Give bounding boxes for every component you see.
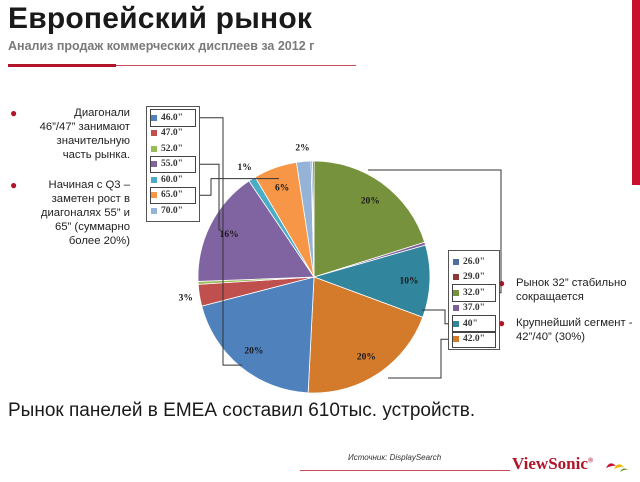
legend-swatch — [453, 336, 459, 343]
pie-slice-40 — [312, 244, 431, 318]
legend-item-29-0: 29.0" — [453, 270, 495, 286]
legend-label: 32.0" — [463, 287, 485, 298]
slice-label-40: 10% — [400, 277, 419, 287]
legend-swatch — [151, 145, 157, 152]
legend-label: 37.0" — [463, 303, 485, 314]
title-rule-accent — [8, 64, 116, 67]
legend-item-52-0: 52.0" — [151, 141, 195, 157]
legend-swatch — [151, 192, 157, 199]
title-rule — [116, 65, 356, 66]
viewsonic-logo: ViewSonic® — [512, 454, 593, 474]
legend-swatch — [453, 305, 459, 312]
legend-item-42-0: 42.0" — [452, 330, 496, 348]
legend-item-60-0: 60.0" — [151, 172, 195, 188]
pie-slice-55-0 — [197, 180, 315, 282]
legend-label: 60.0" — [161, 174, 183, 185]
right-notes: ● Рынок 32” стабильно сокращается ● Крупне… — [498, 276, 638, 356]
bullet-dot-icon: ● — [10, 178, 18, 192]
slice-label-46-0: 20% — [244, 347, 263, 357]
legend-left: 46.0" 47.0" 52.0" 55.0" 60.0" 65.0" 70.0" — [146, 106, 200, 222]
left-note-1: ● Диагонали 46”/47” занимают значительную… — [10, 106, 130, 162]
left-note-2: ● Начиная с Q3 – заметен рост в диагоналя… — [10, 178, 130, 248]
legend-label: 40" — [463, 318, 478, 329]
legend-swatch — [453, 320, 459, 327]
legend-item-40: 40" — [452, 315, 496, 333]
legend-swatch — [151, 161, 157, 168]
connector-55 — [195, 163, 221, 231]
legend-label: 46.0" — [161, 112, 183, 123]
legend-swatch — [151, 176, 157, 183]
legend-swatch — [453, 274, 459, 281]
market-summary: Рынок панелей в ЕМЕА составил 610тыс. ус… — [8, 400, 476, 421]
legend-swatch — [453, 289, 459, 296]
right-note-2: ● Крупнейший сегмент - 42”/40” (30%) — [498, 316, 638, 344]
legend-item-32-0: 32.0" — [452, 284, 496, 302]
connector-46 — [195, 117, 243, 366]
legend-swatch — [151, 114, 157, 121]
right-note-1: ● Рынок 32” стабильно сокращается — [498, 276, 638, 304]
footer-rule — [300, 470, 510, 471]
slice-label-32-0: 20% — [361, 196, 380, 206]
legend-item-46-0: 46.0" — [150, 109, 196, 127]
pie-slice-46-0 — [201, 276, 315, 394]
page-subtitle: Анализ продаж коммерческих дисплеев за 2… — [8, 39, 315, 53]
connector-65 — [195, 178, 279, 196]
pie-slice-29-0 — [312, 160, 315, 278]
slice-label-70-0: 2% — [295, 144, 309, 154]
legend-swatch — [453, 258, 459, 265]
right-note-1-text: Рынок 32” стабильно сокращается — [516, 277, 627, 303]
legend-swatch — [151, 130, 157, 137]
viewsonic-birds-icon — [606, 463, 628, 472]
logo-registered: ® — [587, 456, 594, 465]
bullet-dot-icon: ● — [10, 106, 18, 120]
legend-label: 55.0" — [161, 159, 183, 170]
bullet-dot-icon: ● — [498, 316, 506, 330]
slice-label-60-0: 1% — [237, 163, 251, 173]
legend-label: 70.0" — [161, 205, 183, 216]
left-notes: ● Диагонали 46”/47” занимают значительную… — [10, 106, 130, 264]
legend-right: 26.0" 29.0" 32.0" 37.0" 40" 42.0" — [448, 250, 500, 350]
legend-label: 42.0" — [463, 334, 485, 345]
bullet-dot-icon: ● — [498, 276, 506, 290]
slice-label-47-0: 3% — [179, 293, 193, 303]
legend-item-47-0: 47.0" — [151, 126, 195, 142]
legend-label: 29.0" — [463, 272, 485, 283]
slice-label-65-0: 6% — [275, 183, 289, 193]
slice-label-42-0: 20% — [357, 352, 376, 362]
legend-label: 65.0" — [161, 190, 183, 201]
logo-text: ViewSonic — [512, 454, 588, 473]
right-note-2-text: Крупнейший сегмент - 42”/40” (30%) — [516, 317, 633, 343]
legend-swatch — [151, 207, 157, 214]
legend-label: 52.0" — [161, 143, 183, 154]
pie-slice-42-0 — [307, 276, 424, 394]
legend-item-70-0: 70.0" — [151, 203, 195, 219]
legend-label: 47.0" — [161, 128, 183, 139]
left-note-2-text: Начиная с Q3 – заметен рост в диагоналях… — [40, 179, 130, 247]
legend-item-26-0: 26.0" — [453, 254, 495, 270]
corner-accent-bar — [632, 0, 640, 185]
left-note-1-text: Диагонали 46”/47” занимают значительную … — [39, 107, 130, 161]
page-title: Европейский рынок — [8, 2, 313, 35]
pie-slice-32-0 — [313, 160, 426, 278]
connector-42 — [388, 338, 453, 379]
legend-item-65-0: 65.0" — [150, 186, 196, 204]
slice-label-55-0: 16% — [220, 230, 239, 240]
legend-item-37-0: 37.0" — [453, 301, 495, 317]
source-note: Источник: DisplaySearch — [348, 453, 442, 462]
legend-label: 26.0" — [463, 256, 485, 267]
legend-item-55-0: 55.0" — [150, 155, 196, 173]
